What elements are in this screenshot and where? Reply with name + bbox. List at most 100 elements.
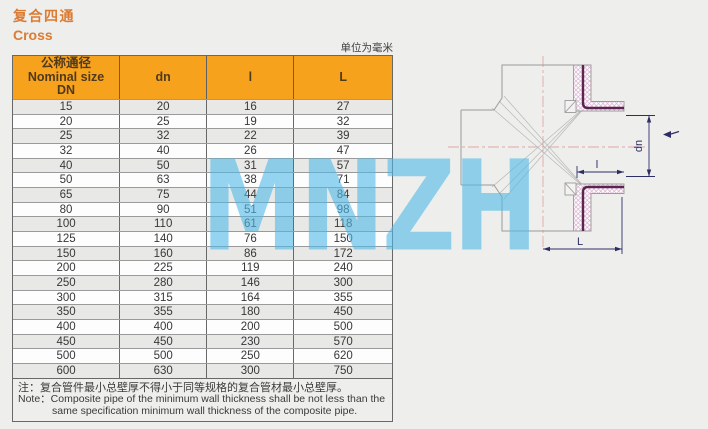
table-cell: 76 xyxy=(206,232,293,246)
column-header-nominal-size: 公称通径 Nominal size DN xyxy=(13,56,119,99)
dimension-label-dn: dn xyxy=(633,140,645,152)
table-cell: 50 xyxy=(119,158,206,173)
table-cell: 250 xyxy=(206,349,293,364)
dimensions-table: 公称通径 Nominal size DN dn l L 15 20 16 27 20 25… xyxy=(12,55,393,423)
table-cell: 200 xyxy=(56,262,76,275)
table-cell: 110 xyxy=(119,217,206,232)
page-title-en: Cross xyxy=(13,27,53,43)
note-line-en: Note：Composite pipe of the minimum wall … xyxy=(18,393,386,406)
bore-cone-lines xyxy=(491,95,587,200)
table-cell: 71 xyxy=(293,173,392,188)
table-cell: 32 xyxy=(119,129,206,144)
table-row: 100 110 61 118 xyxy=(13,216,392,232)
table-cell: 450 xyxy=(56,335,76,348)
table-cell: 50 xyxy=(59,174,73,187)
table-row: 150 160 86 172 xyxy=(13,245,392,261)
table-cell: 600 xyxy=(56,364,76,377)
table-row: 350 355 180 450 xyxy=(13,304,392,320)
table-cell: 500 xyxy=(293,320,392,334)
table-cell: 98 xyxy=(293,202,392,217)
units-label: 单位为毫米 xyxy=(340,42,394,54)
dimension-label-L: L xyxy=(577,236,583,248)
column-header-en: Nominal size xyxy=(27,69,105,84)
table-body: 15 20 16 27 20 25 19 32 25 32 22 39 32 40 26 47 40 50 31 57… xyxy=(13,99,392,378)
table-cell: 300 xyxy=(56,291,76,304)
table-row: 200 225 119 240 xyxy=(13,260,392,276)
table-cell: 160 xyxy=(119,246,206,261)
table-cell: 25 xyxy=(59,130,73,143)
table-cell: 125 xyxy=(56,232,76,245)
column-header-L: L xyxy=(293,56,392,99)
table-cell: 620 xyxy=(293,349,392,364)
table-row: 25 32 22 39 xyxy=(13,128,392,144)
table-row: 50 63 38 71 xyxy=(13,172,392,188)
table-cell: 180 xyxy=(206,305,293,320)
dimension-l-arrows xyxy=(577,169,624,175)
dimension-dn-arrows xyxy=(646,115,652,177)
table-cell: 100 xyxy=(56,218,76,231)
page-title: 复合四通 Cross xyxy=(13,6,75,43)
table-cell: 500 xyxy=(56,350,76,363)
table-cell: 22 xyxy=(206,129,293,144)
composite-wall-section xyxy=(573,64,625,232)
table-cell: 118 xyxy=(293,217,392,232)
table-cell: 225 xyxy=(119,261,206,276)
table-cell: 40 xyxy=(59,159,73,172)
table-cell: 16 xyxy=(206,100,293,114)
dimension-l xyxy=(576,166,624,178)
table-cell: 500 xyxy=(119,349,206,364)
table-cell: 51 xyxy=(206,202,293,217)
table-row: 500 500 250 620 xyxy=(13,348,392,364)
table-row: 15 20 16 27 xyxy=(13,99,392,114)
table-cell: 570 xyxy=(293,334,392,349)
dimension-label-l: l xyxy=(596,159,598,171)
table-cell: 20 xyxy=(59,115,73,128)
table-row: 80 90 51 98 xyxy=(13,201,392,217)
table-cell: 38 xyxy=(206,173,293,188)
table-row: 300 315 164 355 xyxy=(13,289,392,305)
table-cell: 26 xyxy=(206,144,293,158)
table-row: 250 280 146 300 xyxy=(13,275,392,290)
table-cell: 84 xyxy=(293,188,392,202)
column-header-dn: dn xyxy=(119,56,206,99)
table-cell: 240 xyxy=(293,261,392,276)
table-cell: 150 xyxy=(293,232,392,246)
fitting-outline xyxy=(460,64,574,232)
table-cell: 15 xyxy=(59,100,73,113)
direction-marker-icon xyxy=(663,130,680,138)
table-cell: 172 xyxy=(293,246,392,261)
note-line-en-cont: same specification minimum wall thicknes… xyxy=(52,404,358,417)
table-row: 125 140 76 150 xyxy=(13,231,392,246)
table-cell: 61 xyxy=(206,217,293,232)
table-cell: 355 xyxy=(119,305,206,320)
table-cell: 400 xyxy=(119,320,206,334)
table-cell: 150 xyxy=(56,247,76,260)
table-cell: 40 xyxy=(119,144,206,158)
table-cell: 80 xyxy=(59,203,73,216)
table-cell: 47 xyxy=(293,144,392,158)
table-cell: 300 xyxy=(206,364,293,378)
table-cell: 140 xyxy=(119,232,206,246)
dimension-dn xyxy=(626,115,655,177)
table-cell: 250 xyxy=(56,276,76,289)
table-cell: 65 xyxy=(59,188,73,201)
table-header: 公称通径 Nominal size DN dn l L xyxy=(13,56,392,99)
table-cell: 630 xyxy=(119,364,206,378)
table-cell: 350 xyxy=(56,306,76,319)
table-cell: 63 xyxy=(119,173,206,188)
table-row: 400 400 200 500 xyxy=(13,319,392,334)
table-cell: 31 xyxy=(206,158,293,173)
table-cell: 75 xyxy=(119,188,206,202)
table-row: 600 630 300 750 xyxy=(13,363,392,378)
table-row: 65 75 44 84 xyxy=(13,187,392,202)
table-cell: 750 xyxy=(293,364,392,378)
table-cell: 86 xyxy=(206,246,293,261)
table-cell: 44 xyxy=(206,188,293,202)
page-title-zh: 复合四通 xyxy=(13,8,75,24)
table-cell: 39 xyxy=(293,129,392,144)
table-cell: 300 xyxy=(293,276,392,290)
table-cell: 450 xyxy=(293,305,392,320)
column-header-dn-abbrev: DN xyxy=(57,83,76,98)
table-cell: 280 xyxy=(119,276,206,290)
